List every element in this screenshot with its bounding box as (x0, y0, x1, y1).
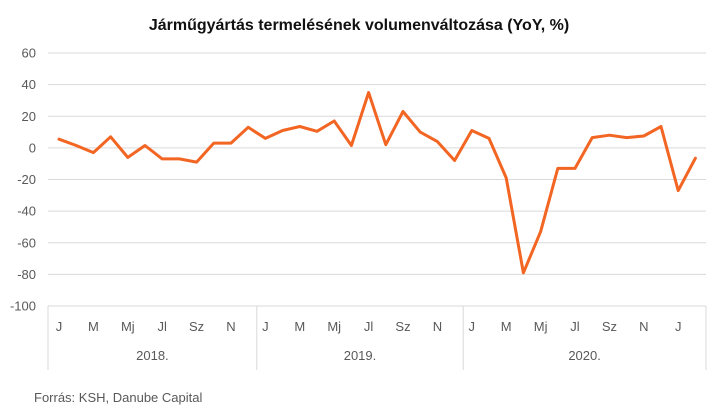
x-tick-label: M (501, 319, 512, 334)
x-tick-label: Jl (570, 319, 580, 334)
y-tick-label: 20 (22, 109, 36, 124)
x-tick-label: Sz (395, 319, 410, 334)
source-note: Forrás: KSH, Danube Capital (34, 390, 202, 405)
x-tick-label: Mj (121, 319, 135, 334)
y-tick-label: 60 (22, 46, 36, 61)
x-tick-label: N (433, 319, 442, 334)
year-label: 2020. (568, 348, 601, 363)
y-tick-label: -80 (17, 267, 36, 282)
x-tick-label: Mj (534, 319, 548, 334)
x-tick-label: J (56, 319, 63, 334)
series-line (57, 91, 697, 275)
x-tick-label: J (262, 319, 269, 334)
x-axis: J M Mj Jl Sz N J M Mj Jl Sz N J M Mj Jl Sz N J 2018. 2019. 20… (47, 306, 707, 370)
gridlines (48, 52, 706, 307)
y-tick-label: -20 (17, 172, 36, 187)
y-tick-label: -40 (17, 204, 36, 219)
x-tick-label: Jl (364, 319, 374, 334)
chart-title: Járműgyártás termelésének volumenváltozá… (149, 17, 569, 34)
y-tick-label: -100 (10, 299, 36, 314)
y-tick-label: 0 (29, 140, 36, 155)
x-tick-label: Sz (602, 319, 617, 334)
y-axis: 60 40 20 0 -20 -40 -60 -80 -100 (10, 46, 36, 314)
x-tick-label: M (294, 319, 305, 334)
year-label: 2018. (136, 348, 169, 363)
x-tick-label: M (88, 319, 99, 334)
x-tick-label: J (469, 319, 476, 334)
x-tick-label: N (226, 319, 235, 334)
y-tick-label: -60 (17, 235, 36, 250)
x-tick-label: N (639, 319, 648, 334)
x-tick-label: J (675, 319, 682, 334)
x-tick-label: Mj (327, 319, 341, 334)
year-label: 2019. (344, 348, 377, 363)
y-tick-label: 40 (22, 77, 36, 92)
x-tick-label: Sz (189, 319, 204, 334)
series-layer (57, 91, 697, 275)
x-tick-label: Jl (158, 319, 168, 334)
